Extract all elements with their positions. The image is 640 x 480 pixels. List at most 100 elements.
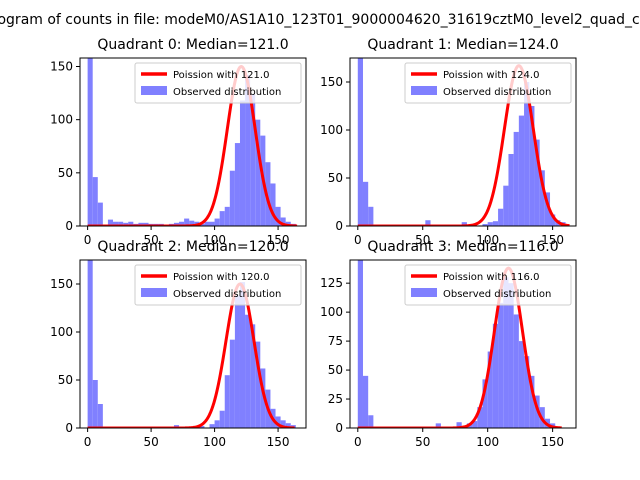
quadrant-2-panel: Quadrant 2: Median=120.0 0 50 100 150 0 50 100…: [50, 239, 307, 449]
quadrant-2-bar-5: [209, 424, 215, 428]
quadrant-3-xtick-label-150: 150: [541, 435, 564, 449]
quadrant-3-panel: Quadrant 3: Median=116.0 0 50 100 150 0 25 50 7…: [320, 239, 577, 449]
quadrant-3-bar-0: [357, 260, 363, 428]
quadrant-3-legend: Poission with 116.0 Observed distributio…: [404, 264, 572, 306]
quadrant-0-bar-31: [250, 94, 256, 226]
quadrant-3-bar-2: [368, 415, 374, 428]
quadrant-3-bar-9: [487, 351, 493, 428]
quadrant-1-bar-13: [518, 115, 525, 226]
quadrant-2-bar-10: [234, 295, 240, 428]
quadrant-2-xtick-label-50: 50: [143, 435, 158, 449]
quadrant-0-bar-21: [199, 223, 205, 226]
quadrant-3-bar-7: [477, 407, 483, 428]
quadrant-0-bar-0: [87, 58, 93, 226]
quadrant-3-bar-16: [524, 356, 530, 428]
quadrant-1-bar-14: [524, 82, 530, 226]
quadrant-0-xtick-label-50: 50: [143, 233, 158, 247]
quadrant-3-bar-17: [529, 375, 535, 428]
quadrant-0-bar-34: [265, 162, 271, 226]
quadrant-3-ytick-label-0: 0: [335, 421, 343, 435]
quadrant-1-bar-3: [425, 220, 431, 226]
quadrant-1-bar-12: [513, 131, 519, 226]
quadrant-2-bar-20: [285, 423, 291, 428]
quadrant-1-bar-16: [534, 139, 540, 226]
quadrant-0-bar-26: [224, 206, 230, 226]
quadrant-0-legend: Poission with 121.0 Observed distributio…: [134, 62, 302, 104]
quadrant-2-ytick-label-100: 100: [50, 325, 73, 339]
quadrant-3-legend-poisson-label: Poission with 116.0: [443, 272, 539, 283]
quadrant-2-title: Quadrant 2: Median=120.0: [97, 239, 288, 255]
quadrant-3-bar-4: [456, 422, 462, 428]
quadrant-0-legend-observed-label: Observed distribution: [173, 87, 281, 98]
quadrant-1-bar-1: [362, 181, 369, 226]
quadrant-1-panel: Quadrant 1: Median=124.0 0 50 100 150 0 50 100…: [320, 37, 577, 247]
quadrant-0-bar-17: [179, 221, 185, 226]
quadrant-0-bar-16: [173, 222, 180, 226]
quadrant-2-bar-7: [219, 410, 225, 428]
quadrant-1-ytick-label-100: 100: [320, 123, 343, 137]
quadrant-3-bar-10: [492, 323, 499, 428]
quadrant-1-bar-18: [544, 192, 551, 226]
quadrant-3-xtick-label-100: 100: [476, 435, 499, 449]
quadrant-0-bar-32: [255, 119, 261, 226]
quadrant-0-bar-38: [285, 221, 291, 226]
quadrant-0-bar-23: [209, 221, 215, 226]
quadrant-1-xtick-label-100: 100: [476, 233, 499, 247]
quadrant-0-bar-9: [138, 222, 144, 226]
quadrant-1-frame: [349, 57, 577, 227]
quadrant-2-xtick-label-100: 100: [203, 435, 226, 449]
quadrant-0-bar-18: [184, 218, 190, 226]
quadrant-2-bar-2: [97, 404, 103, 428]
quadrant-0-bar-25: [219, 211, 225, 226]
quadrant-2-ytick-label-150: 150: [50, 277, 73, 291]
quadrant-1-bar-4: [461, 222, 467, 226]
quadrant-0-xtick-label-100: 100: [203, 233, 226, 247]
quadrant-1-bar-15: [529, 106, 535, 226]
quadrant-1-ticks: 0 50 100 150 0 50 100 150: [320, 75, 564, 247]
quadrant-0-bar-6: [123, 222, 129, 226]
quadrant-2-bar-11: [239, 282, 246, 428]
quadrant-1-bar-19: [550, 214, 556, 226]
quadrant-3-bar-14: [513, 314, 519, 428]
quadrant-2-ytick-label-0: 0: [65, 421, 73, 435]
quadrant-2-bar-19: [280, 420, 286, 428]
quadrant-1-bar-10: [503, 185, 509, 226]
quadrant-3-bar-12: [503, 277, 509, 428]
quadrant-1-bar-11: [508, 154, 514, 226]
quadrant-0-bar-5: [118, 221, 124, 226]
quadrant-2-legend-observed-label: Observed distribution: [173, 289, 281, 300]
quadrant-1-legend-poisson-label: Poission with 124.0: [443, 70, 539, 81]
quadrant-3-ytick-label-100: 100: [320, 305, 343, 319]
quadrant-1-bar-6: [482, 224, 488, 226]
quadrant-0-legend-box: [134, 62, 302, 104]
quadrant-3-bar-6: [472, 421, 478, 428]
quadrant-3-legend-observed-label: Observed distribution: [443, 289, 551, 300]
quadrant-3-xtick-label-0: 0: [354, 435, 362, 449]
quadrant-2-legend-box: [134, 264, 302, 306]
quadrant-3-legend-patch: [411, 288, 437, 297]
quadrant-1-legend-patch: [411, 86, 437, 95]
quadrant-0-bar-1: [92, 177, 98, 226]
quadrant-0-bar-22: [204, 221, 210, 226]
quadrant-2-bar-8: [224, 375, 230, 428]
quadrant-0-bar-19: [189, 220, 195, 226]
quadrant-2-bar-1: [92, 380, 98, 428]
quadrant-3-bar-1: [362, 375, 369, 428]
quadrant-2-frame: [79, 259, 307, 429]
quadrant-0-bar-3: [107, 219, 114, 226]
quadrant-0-title: Quadrant 0: Median=121.0: [97, 37, 288, 53]
quadrant-0-bar-27: [229, 170, 235, 226]
quadrant-0-bar-7: [128, 221, 134, 226]
quadrant-2-bar-15: [260, 368, 266, 428]
quadrant-0-legend-patch: [141, 86, 167, 95]
quadrant-1-bar-17: [539, 170, 545, 226]
quadrant-3-xtick-label-50: 50: [415, 435, 430, 449]
quadrant-0-ytick-label-50: 50: [58, 166, 73, 180]
quadrant-3-ytick-label-50: 50: [328, 363, 343, 377]
quadrant-1-ytick-label-150: 150: [320, 75, 343, 89]
quadrant-1-bar-8: [492, 221, 499, 226]
quadrant-1-bar-2: [368, 206, 374, 226]
quadrant-2-bar-0: [87, 260, 93, 428]
quadrant-0-legend-poisson-label: Poission with 121.0: [173, 70, 269, 81]
quadrant-2-bar-14: [255, 341, 261, 428]
